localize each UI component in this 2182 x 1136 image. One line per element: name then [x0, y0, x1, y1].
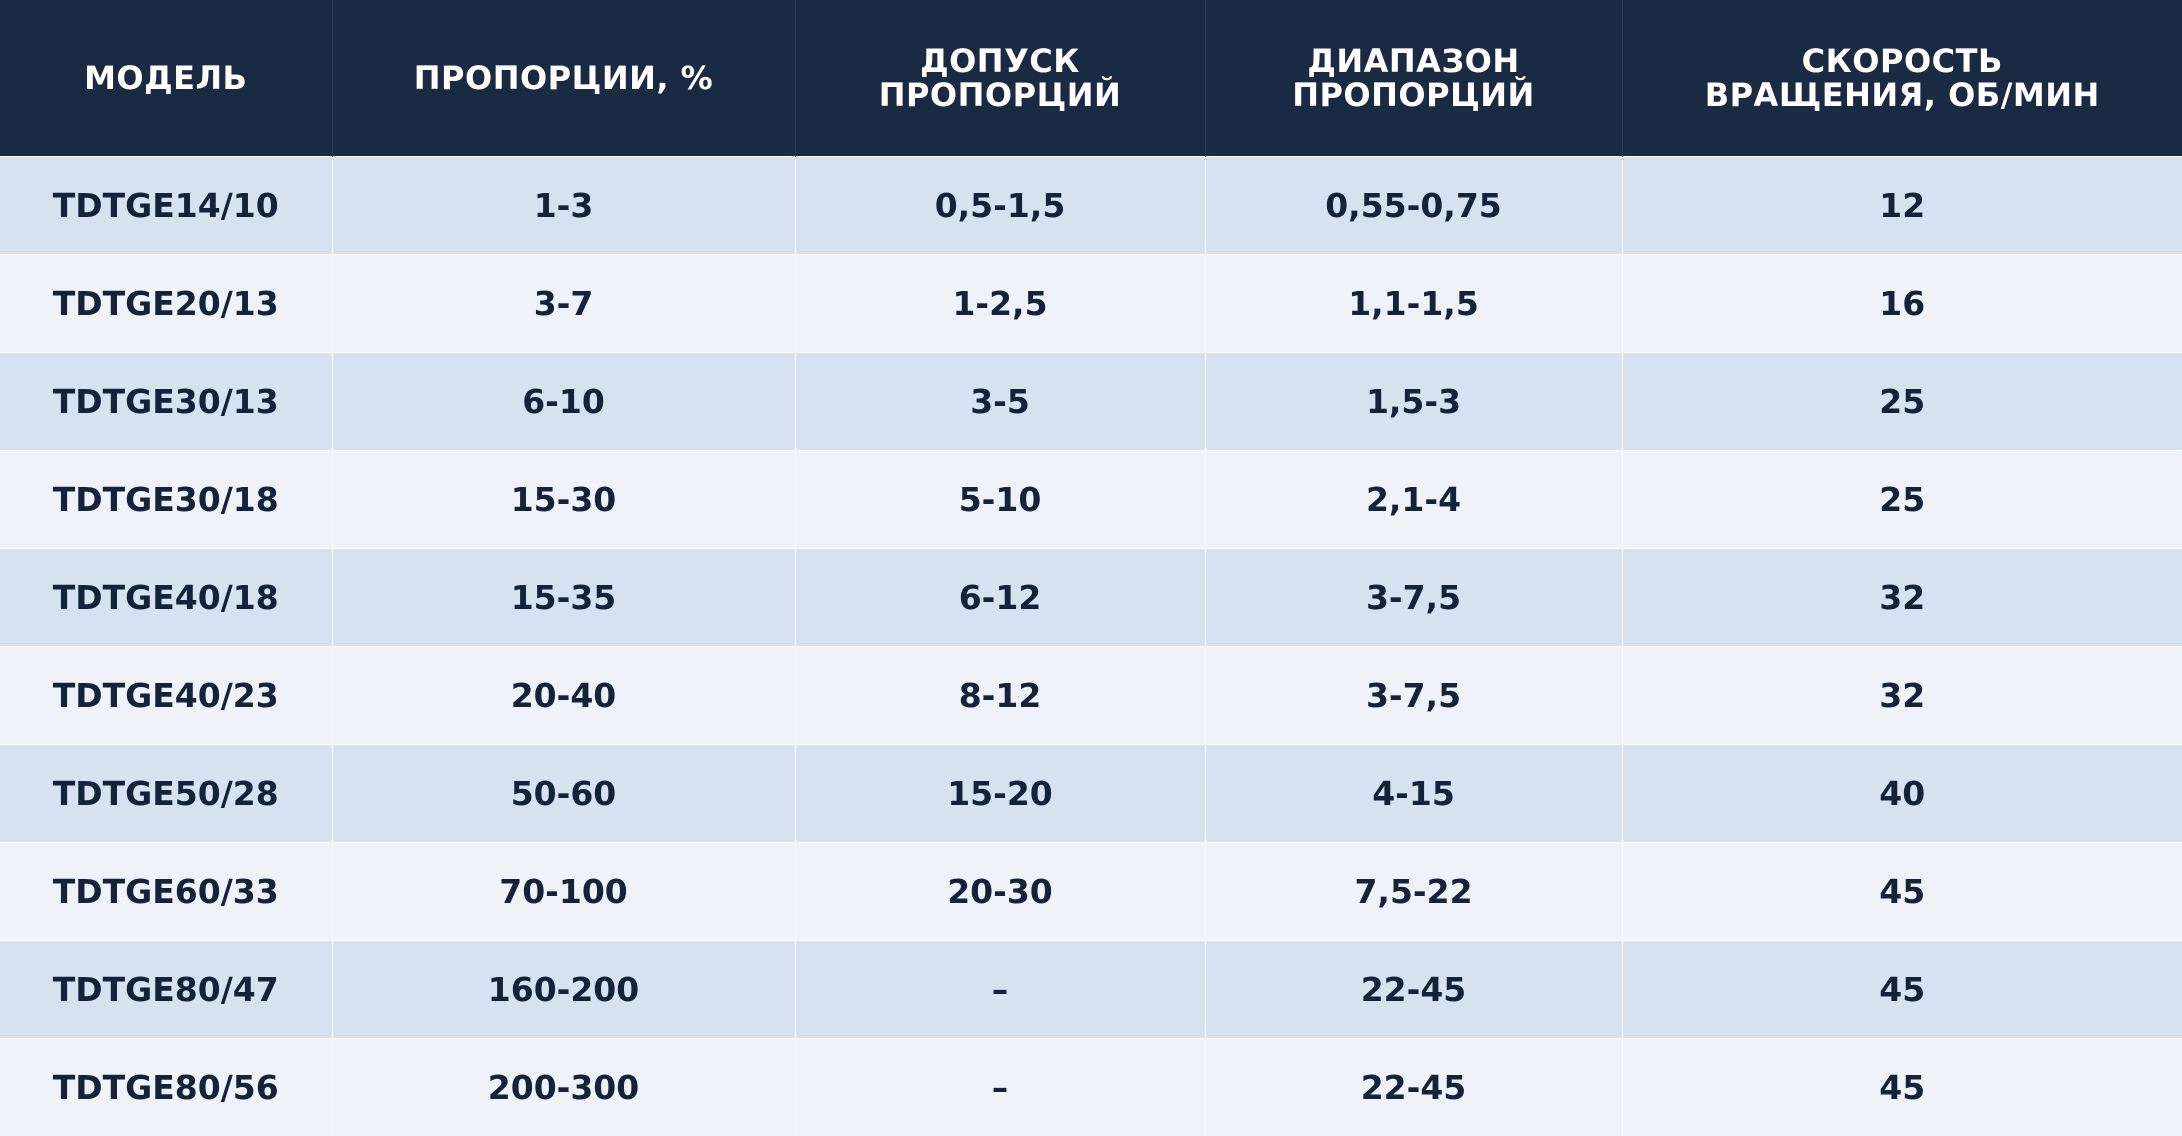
header-row: МОДЕЛЬ ПРОПОРЦИИ, % ДОПУСК ПРОПОРЦИЙ ДИА… — [0, 0, 2182, 157]
range-cell: 4-15 — [1204, 744, 1622, 843]
proportions-cell: 15-35 — [331, 548, 795, 647]
model-cell: TDTGE80/56 — [0, 1038, 332, 1136]
model-cell: TDTGE14/10 — [0, 156, 332, 255]
header-model: МОДЕЛЬ — [0, 0, 332, 157]
header-range: ДИАПАЗОН ПРОПОРЦИЙ — [1204, 0, 1622, 157]
proportions-cell: 50-60 — [331, 744, 795, 843]
header-range-line1: ДИАПАЗОН — [1307, 42, 1520, 80]
header-rotation-speed-line1: СКОРОСТЬ — [1801, 42, 2003, 80]
proportions-cell: 6-10 — [331, 352, 795, 451]
model-cell: TDTGE30/13 — [0, 352, 332, 451]
range-cell: 7,5-22 — [1204, 842, 1622, 941]
speed-cell: 45 — [1621, 1038, 2182, 1136]
tolerance-cell: 3-5 — [794, 352, 1205, 451]
range-cell: 2,1-4 — [1204, 450, 1622, 549]
speed-cell: 12 — [1621, 156, 2182, 255]
table-header: МОДЕЛЬ ПРОПОРЦИИ, % ДОПУСК ПРОПОРЦИЙ ДИА… — [0, 0, 2182, 157]
table-row: TDTGE30/13 6-10 3-5 1,5-3 25 — [0, 352, 2182, 451]
speed-cell: 40 — [1621, 744, 2182, 843]
speed-cell: 32 — [1621, 548, 2182, 647]
proportions-cell: 200-300 — [331, 1038, 795, 1136]
range-cell: 3-7,5 — [1204, 548, 1622, 647]
table-row: TDTGE80/56 200-300–22-45 45 — [0, 1038, 2182, 1136]
header-tolerance-line1: ДОПУСК — [920, 42, 1080, 80]
proportions-cell: 3-7 — [331, 254, 795, 353]
header-tolerance-line2: ПРОПОРЦИЙ — [878, 76, 1122, 114]
tolerance-cell: – — [794, 1038, 1205, 1136]
header-rotation-speed: СКОРОСТЬ ВРАЩЕНИЯ, ОБ/МИН — [1621, 0, 2182, 157]
header-tolerance: ДОПУСК ПРОПОРЦИЙ — [794, 0, 1205, 157]
tolerance-cell: 0,5-1,5 — [794, 156, 1205, 255]
proportions-cell: 160-200 — [331, 940, 795, 1039]
tolerance-cell: 5-10 — [794, 450, 1205, 549]
table-row: TDTGE80/47 160-200–22-45 45 — [0, 940, 2182, 1039]
speed-cell: 25 — [1621, 352, 2182, 451]
table-row: TDTGE20/13 3-7 1-2,5 1,1-1,5 16 — [0, 254, 2182, 353]
model-cell: TDTGE40/23 — [0, 646, 332, 745]
table-row: TDTGE50/28 50-60 15-20 4-15 40 — [0, 744, 2182, 843]
header-rotation-speed-line2: ВРАЩЕНИЯ, ОБ/МИН — [1704, 76, 2100, 114]
range-cell: 1,5-3 — [1204, 352, 1622, 451]
tolerance-cell: 1-2,5 — [794, 254, 1205, 353]
proportions-cell: 15-30 — [331, 450, 795, 549]
proportions-cell: 20-40 — [331, 646, 795, 745]
tolerance-cell: 15-20 — [794, 744, 1205, 843]
table-row: TDTGE14/10 1-3 0,5-1,5 0,55-0,75 12 — [0, 156, 2182, 255]
range-cell: 22-45 — [1204, 1038, 1622, 1136]
tolerance-cell: 6-12 — [794, 548, 1205, 647]
range-cell: 22-45 — [1204, 940, 1622, 1039]
proportions-cell: 1-3 — [331, 156, 795, 255]
table-row: TDTGE60/33 70-100 20-30 7,5-22 45 — [0, 842, 2182, 941]
table-body: TDTGE14/10 1-3 0,5-1,5 0,55-0,75 12 TDTGE20/1… — [0, 156, 2182, 1136]
table-row: TDTGE30/18 15-30 5-10 2,1-4 25 — [0, 450, 2182, 549]
proportions-cell: 70-100 — [331, 842, 795, 941]
range-cell: 0,55-0,75 — [1204, 156, 1622, 255]
speed-cell: 45 — [1621, 842, 2182, 941]
range-cell: 3-7,5 — [1204, 646, 1622, 745]
table-row: TDTGE40/18 15-35 6-12 3-7,5 32 — [0, 548, 2182, 647]
speed-cell: 16 — [1621, 254, 2182, 353]
speed-cell: 45 — [1621, 940, 2182, 1039]
model-cell: TDTGE60/33 — [0, 842, 332, 941]
header-proportions: ПРОПОРЦИИ, % — [331, 0, 795, 157]
tolerance-cell: – — [794, 940, 1205, 1039]
tolerance-cell: 8-12 — [794, 646, 1205, 745]
speed-cell: 25 — [1621, 450, 2182, 549]
range-cell: 1,1-1,5 — [1204, 254, 1622, 353]
model-cell: TDTGE50/28 — [0, 744, 332, 843]
header-range-line2: ПРОПОРЦИЙ — [1292, 76, 1535, 114]
model-cell: TDTGE40/18 — [0, 548, 332, 647]
speed-cell: 32 — [1621, 646, 2182, 745]
table-row: TDTGE40/23 20-40 8-12 3-7,5 32 — [0, 646, 2182, 745]
tolerance-cell: 20-30 — [794, 842, 1205, 941]
model-cell: TDTGE80/47 — [0, 940, 332, 1039]
header-model-line1: МОДЕЛЬ — [84, 59, 248, 97]
header-proportions-line1: ПРОПОРЦИИ, % — [413, 59, 714, 97]
model-cell: TDTGE30/18 — [0, 450, 332, 549]
model-cell: TDTGE20/13 — [0, 254, 332, 353]
